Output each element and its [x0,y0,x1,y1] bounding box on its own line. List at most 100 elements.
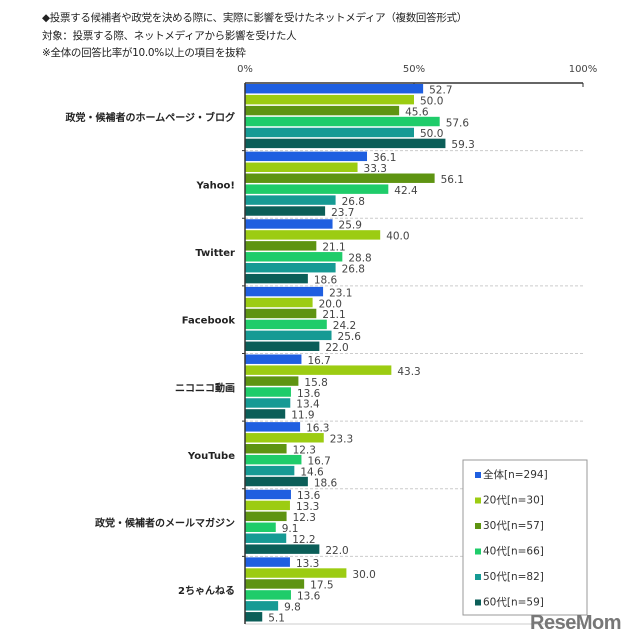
legend-label: 全体[n=294] [483,468,548,481]
bar [245,195,336,205]
bar [245,511,287,522]
legend-label: 40代[n=66] [483,546,544,558]
bar [245,454,302,465]
legend-swatch [475,472,481,478]
bar [245,557,290,567]
chart-target: 対象：投票する際、ネットメディアから影響を受けた人 [42,30,297,42]
legend-swatch [475,599,481,606]
data-label: 23.1 [329,287,352,299]
bar [245,297,313,308]
bar [245,84,424,94]
category-label: 政党・候補者のメールマガジン [95,517,235,530]
category-label: ニコニコ動画 [175,381,235,394]
data-label: 25.9 [339,220,362,232]
bar [245,398,291,408]
category-label: YouTube [187,451,235,462]
data-label: 43.3 [397,366,420,378]
legend-box [462,459,588,616]
data-label: 45.6 [405,106,429,118]
bar [245,476,308,487]
data-label: 13.3 [296,501,319,513]
bar [245,116,440,127]
bar [245,308,317,319]
data-label: 52.7 [429,84,452,96]
data-label: 12.3 [293,444,316,456]
legend-label: 50代[n=82] [483,571,544,583]
bar [245,252,343,262]
data-label: 28.8 [348,253,371,265]
category-label: Twitter [195,248,235,259]
chart-title: ◆投票する候補者や政党を決める際に、実際に影響を受けたネットメディア（複数回答形… [42,12,467,24]
bar [245,433,324,443]
bar [245,173,435,183]
bar [245,219,333,229]
data-label: 18.6 [314,477,338,489]
data-label: 56.1 [441,174,464,186]
bar [245,241,317,251]
legend-swatch [475,523,481,529]
data-label: 23.3 [330,434,353,446]
bar [245,601,279,611]
bar [245,330,332,341]
bar [245,489,291,500]
data-label: 22.0 [325,342,348,354]
legend-swatch [475,497,481,504]
bar [245,522,276,532]
data-label: 16.7 [307,455,330,467]
data-label: 9.8 [284,602,301,614]
data-label: 24.2 [333,320,356,332]
category-label: Yahoo! [196,180,236,191]
data-label: 9.1 [282,523,299,535]
bar [245,354,302,364]
bar [245,579,305,589]
bar [245,105,400,116]
legend-label: 60代[n=59] [483,597,544,609]
bar [245,286,324,297]
bar [245,319,327,330]
legend-label: 20代[n=30] [483,495,544,507]
bar [245,230,381,240]
chart-note: ※全体の回答比率が10.0%以上の項目を抜粋 [42,47,246,59]
legend-label: 30代[n=57] [483,520,544,532]
legend-swatch [475,548,481,555]
data-label: 57.6 [446,117,470,129]
data-label: 15.8 [304,377,327,389]
bar [245,444,287,454]
data-label: 11.9 [291,410,314,422]
data-label: 50.0 [420,95,443,107]
data-label: 21.1 [322,242,345,254]
bar [245,612,263,622]
data-label: 23.7 [331,207,354,219]
data-label: 16.3 [306,423,329,435]
data-label: 12.3 [293,512,316,524]
bar [245,590,291,600]
data-label: 42.4 [394,185,418,197]
data-label: 13.6 [297,591,321,603]
data-label: 18.6 [314,274,338,286]
data-label: 40.0 [386,231,409,243]
data-label: 13.4 [296,399,320,411]
data-label: 12.2 [292,534,315,546]
bar [245,341,320,351]
x-tick-label: 50% [403,64,425,75]
bar [245,387,291,397]
bar [245,127,414,138]
data-label: 5.1 [268,613,285,625]
bar [245,206,326,216]
bar [245,184,389,194]
bar [245,94,414,105]
bar [245,273,308,284]
x-tick-label: 0% [237,64,253,75]
data-label: 50.0 [420,128,443,140]
data-label: 26.8 [342,196,365,208]
bar [245,376,299,386]
data-label: 16.7 [307,355,330,367]
bar [245,365,392,375]
category-label: 2ちゃんねる [178,585,235,597]
data-label: 13.6 [297,388,321,400]
bar [245,465,295,476]
bar [245,422,301,432]
data-label: 33.3 [364,163,387,175]
